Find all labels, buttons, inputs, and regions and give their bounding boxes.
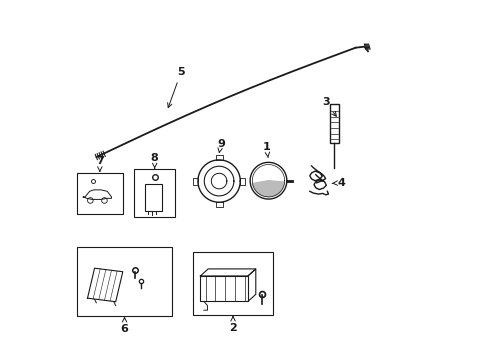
Text: 2: 2	[229, 316, 236, 333]
Bar	[329, 104, 338, 143]
Text: 3: 3	[321, 98, 336, 116]
Text: 7: 7	[96, 156, 103, 171]
Bar	[200, 276, 247, 301]
Text: 1: 1	[263, 142, 270, 158]
Bar	[77, 173, 122, 213]
Wedge shape	[252, 181, 284, 197]
Text: 8: 8	[150, 153, 158, 169]
Text: 6: 6	[121, 318, 128, 334]
Text: 4: 4	[331, 178, 345, 188]
Text: 9: 9	[217, 139, 224, 153]
Bar	[134, 170, 175, 217]
Bar	[193, 252, 272, 315]
Text: 5: 5	[167, 67, 184, 108]
Bar	[145, 184, 162, 211]
Bar	[77, 247, 172, 316]
